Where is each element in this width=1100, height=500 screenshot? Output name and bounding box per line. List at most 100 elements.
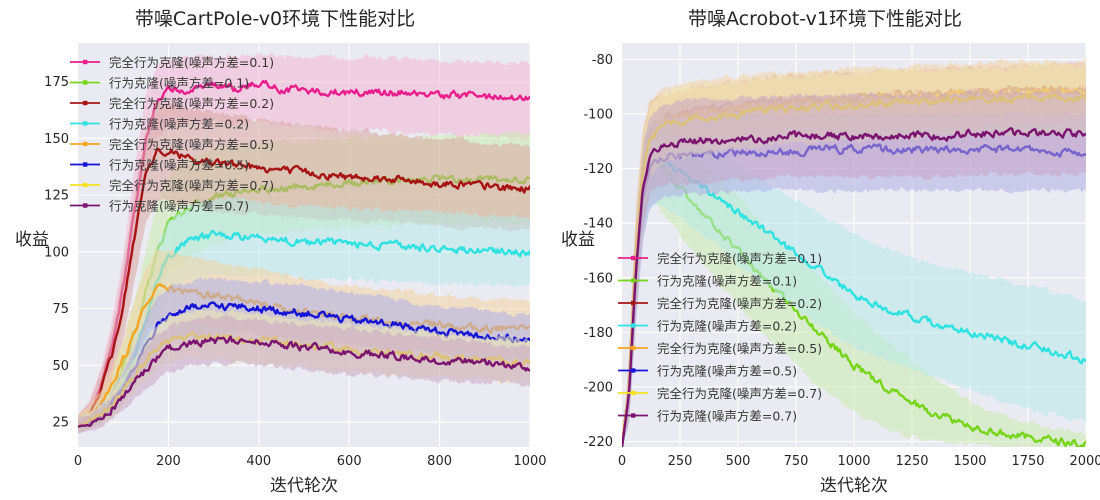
legend-item[interactable]: 完全行为克隆(噪声方差=0.5) <box>70 137 274 152</box>
y-tick-label: -80 <box>592 53 613 68</box>
legend-swatch-marker <box>631 413 636 418</box>
legend-item[interactable]: 完全行为克隆(噪声方差=0.1) <box>70 55 274 70</box>
y-tick-label: -200 <box>583 380 613 395</box>
x-tick-label: 1500 <box>953 454 986 469</box>
chart-panel-acrobot: 带噪Acrobot-v1环境下性能对比 0 250 500 750 1000 1250 150… <box>550 0 1100 500</box>
legend-swatch-marker <box>83 59 88 65</box>
legend-item[interactable]: 行为克隆(噪声方差=0.2) <box>70 117 249 132</box>
legend-swatch-marker <box>631 300 636 306</box>
y-tick-label: 75 <box>52 302 69 317</box>
legend-swatch-marker <box>631 278 636 283</box>
axis-ticks: 0 200 400 600 800 1000 25 50 75 100 125 150 175 <box>44 75 546 469</box>
y-tick-label: -100 <box>583 107 613 122</box>
legend-item[interactable]: 完全行为克隆(噪声方差=0.2) <box>618 296 822 311</box>
series-confidence-band <box>622 89 1086 447</box>
x-tick-label: 1000 <box>837 454 870 469</box>
legend-item-label: 完全行为克隆(噪声方差=0.1) <box>657 251 822 266</box>
y-tick-label: 25 <box>52 416 69 431</box>
legend-item-label: 完全行为克隆(噪声方差=0.1) <box>109 55 274 70</box>
x-tick-label: 2000 <box>1069 454 1100 469</box>
legend-swatch-marker <box>83 100 88 106</box>
legend-item[interactable]: 行为克隆(噪声方差=0.1) <box>618 274 797 289</box>
series-layer <box>78 52 530 434</box>
y-tick-label: 125 <box>44 189 69 204</box>
y-tick-label: -120 <box>583 162 613 177</box>
chart-title: 带噪Acrobot-v1环境下性能对比 <box>688 8 962 30</box>
legend-item[interactable]: 行为克隆(噪声方差=0.7) <box>70 199 249 214</box>
series-line[interactable] <box>78 147 530 426</box>
legend-item[interactable]: 完全行为克隆(噪声方差=0.1) <box>618 251 822 266</box>
legend-item[interactable]: 行为克隆(噪声方差=0.2) <box>618 319 797 334</box>
y-tick-label: 100 <box>44 245 69 260</box>
x-tick-label: 750 <box>784 454 809 469</box>
x-tick-label: 0 <box>74 454 82 469</box>
legend-item-label: 完全行为克隆(噪声方差=0.7) <box>657 386 822 401</box>
x-tick-label: 0 <box>618 454 626 469</box>
legend-swatch-marker <box>83 80 88 85</box>
legend-item-label: 完全行为克隆(噪声方差=0.5) <box>109 137 274 152</box>
x-tick-label: 1250 <box>895 454 928 469</box>
chart-panel-cartpole: 带噪CartPole-v0环境下性能对比 0 200 400 600 800 1000 25 5… <box>0 0 550 500</box>
legend-item-label: 行为克隆(噪声方差=0.2) <box>109 117 249 132</box>
y-axis-label: 收益 <box>561 230 595 250</box>
chart-legend[interactable]: 完全行为克隆(噪声方差=0.1) 行为克隆(噪声方差=0.1) 完全行为克隆(噪声方… <box>618 251 822 424</box>
acrobot-chart-svg[interactable]: 带噪Acrobot-v1环境下性能对比 0 250 500 750 1000 1250 150… <box>550 0 1100 500</box>
series-line[interactable] <box>622 127 1086 447</box>
legend-item[interactable]: 行为克隆(噪声方差=0.7) <box>618 409 797 424</box>
x-tick-label: 1750 <box>1011 454 1044 469</box>
legend-item[interactable]: 完全行为克隆(噪声方差=0.7) <box>70 178 274 193</box>
y-tick-label: -160 <box>583 271 613 286</box>
chart-legend[interactable]: 完全行为克隆(噪声方差=0.1) 行为克隆(噪声方差=0.1) 完全行为克隆(噪声方… <box>70 55 274 214</box>
axis-ticks: 0 250 500 750 1000 1250 1500 1750 2000 -80 -100 -12… <box>583 53 1100 469</box>
legend-item-label: 行为克隆(噪声方差=0.1) <box>109 76 249 91</box>
legend-item-label: 行为克隆(噪声方差=0.1) <box>657 274 797 289</box>
chart-title: 带噪CartPole-v0环境下性能对比 <box>135 8 415 30</box>
legend-item-label: 行为克隆(噪声方差=0.5) <box>109 158 249 173</box>
series-line[interactable] <box>78 335 530 428</box>
y-axis-label: 收益 <box>15 230 49 250</box>
x-tick-label: 800 <box>427 454 452 469</box>
legend-swatch-marker <box>83 141 88 147</box>
y-tick-label: -220 <box>583 435 613 450</box>
legend-swatch-marker <box>631 323 636 328</box>
legend-item-label: 完全行为克隆(噪声方差=0.7) <box>109 178 274 193</box>
legend-item[interactable]: 完全行为克隆(噪声方差=0.5) <box>618 341 822 356</box>
y-tick-label: 150 <box>44 132 69 147</box>
legend-item[interactable]: 行为克隆(噪声方差=0.1) <box>70 76 249 91</box>
legend-swatch-marker <box>83 121 88 126</box>
legend-swatch-marker <box>631 390 636 396</box>
legend-item-label: 行为克隆(噪声方差=0.7) <box>109 199 249 214</box>
legend-item[interactable]: 行为克隆(噪声方差=0.5) <box>618 364 797 379</box>
y-tick-label: -140 <box>583 217 613 232</box>
x-tick-label: 400 <box>246 454 271 469</box>
x-tick-label: 500 <box>726 454 751 469</box>
legend-item[interactable]: 行为克隆(噪声方差=0.5) <box>70 158 249 173</box>
x-axis-label: 迭代轮次 <box>820 476 888 496</box>
x-axis-label: 迭代轮次 <box>270 476 338 496</box>
x-tick-label: 1000 <box>513 454 546 469</box>
y-tick-label: 50 <box>52 359 69 374</box>
legend-swatch-marker <box>83 203 88 208</box>
legend-item[interactable]: 完全行为克隆(噪声方差=0.7) <box>618 386 822 401</box>
series-layer <box>622 57 1086 447</box>
cartpole-chart-svg[interactable]: 带噪CartPole-v0环境下性能对比 0 200 400 600 800 1000 25 5… <box>0 0 550 500</box>
y-tick-label: 175 <box>44 75 69 90</box>
series-confidence-band <box>78 52 530 432</box>
x-tick-label: 250 <box>668 454 693 469</box>
legend-item[interactable]: 完全行为克隆(噪声方差=0.2) <box>70 96 274 111</box>
legend-swatch-marker <box>83 162 88 167</box>
legend-item-label: 行为克隆(噪声方差=0.7) <box>657 409 797 424</box>
series-confidence-band <box>78 100 530 432</box>
legend-item-label: 行为克隆(噪声方差=0.2) <box>657 319 797 334</box>
legend-swatch-marker <box>631 368 636 373</box>
legend-swatch-marker <box>631 255 636 261</box>
series-confidence-band <box>622 119 1086 447</box>
legend-item-label: 完全行为克隆(噪声方差=0.5) <box>657 341 822 356</box>
legend-item-label: 完全行为克隆(噪声方差=0.2) <box>657 296 822 311</box>
legend-swatch-marker <box>83 182 88 188</box>
legend-item-label: 完全行为克隆(噪声方差=0.2) <box>109 96 274 111</box>
y-tick-label: -180 <box>583 326 613 341</box>
x-tick-label: 600 <box>337 454 362 469</box>
legend-swatch-marker <box>631 345 636 351</box>
